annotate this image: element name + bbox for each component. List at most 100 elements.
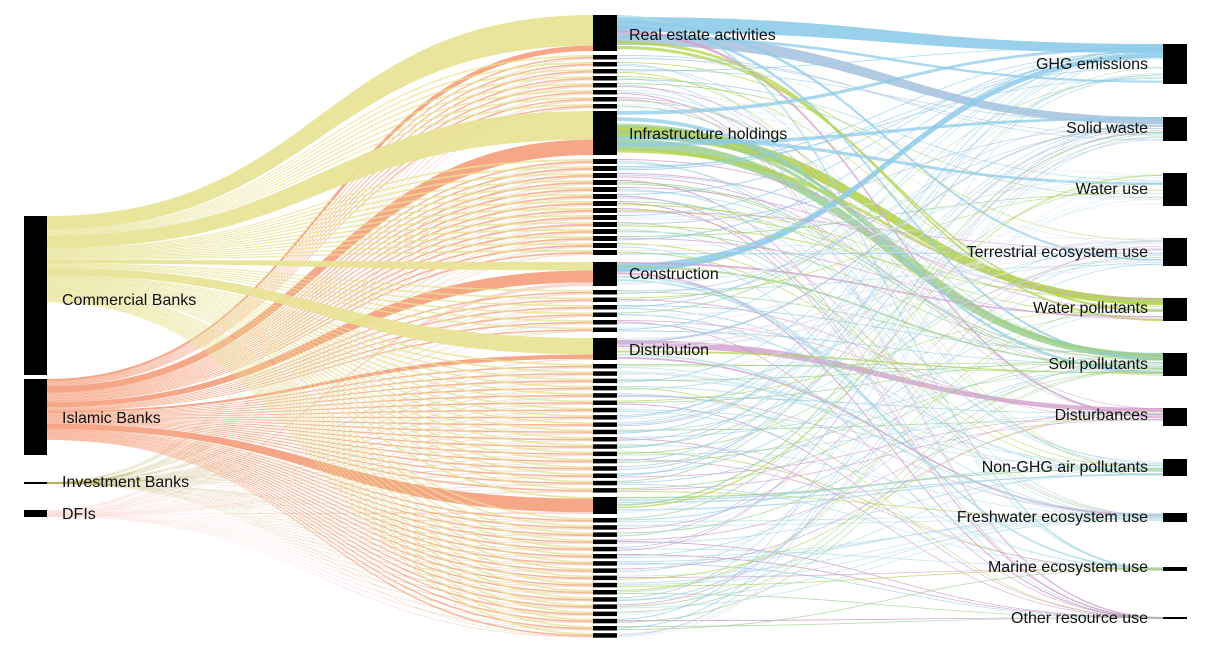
flow-islamic-to-sector-35: [47, 387, 593, 416]
flow-investment-to-sector-56: [47, 483, 593, 558]
flow-sector-46-to-impact-2: [617, 178, 1163, 469]
impact-label-other-resource-use: Other resource use: [1011, 610, 1148, 627]
sector-label-real-estate: Real estate activities: [629, 27, 776, 44]
flow-dfi-to-sector-30: [47, 331, 593, 515]
sector-label-distribution: Distribution: [629, 342, 709, 359]
sector-node-29: [593, 320, 617, 325]
flow-sector-24-to-impact-5: [617, 265, 1163, 368]
flow-sector-33-to-impact-8: [617, 372, 1163, 515]
flow-commercial-to-sector-27: [47, 265, 593, 307]
sector-to-impact-flows: [617, 15, 1163, 638]
flow-islamic-to-sector-44: [47, 420, 593, 455]
flow-islamic-to-sector-5: [47, 84, 593, 385]
flow-sector-32-to-impact-5: [617, 364, 1163, 373]
sector-node-49: [593, 488, 617, 493]
flow-sector-65-to-impact-5: [617, 368, 1163, 623]
flow-islamic-to-sector-15: [47, 195, 593, 397]
flow-islamic-to-sector-41: [47, 418, 593, 433]
flow-sector-0-to-impact-4: [617, 45, 1163, 313]
sector-node-55: [593, 546, 617, 552]
flow-sector-45-to-impact-9: [617, 458, 1163, 570]
flow-sector-59-to-impact-6: [617, 411, 1163, 580]
flow-sector-35-to-impact-7: [617, 385, 1163, 472]
sector-node-major-24: [593, 262, 617, 286]
flow-sector-9-to-impact-5: [617, 123, 1163, 357]
flow-sector-49-to-impact-5: [617, 354, 1163, 489]
flow-commercial-to-sector-24: [47, 259, 593, 271]
flow-islamic-to-sector-32: [47, 365, 593, 414]
flow-investment-to-sector-64: [47, 482, 593, 616]
sector-node-40: [593, 422, 617, 427]
flow-investment-to-sector-37: [47, 403, 593, 484]
flow-islamic-to-sector-34: [47, 380, 593, 415]
flow-islamic-to-sector-8: [47, 105, 593, 387]
flow-sector-15-to-impact-0: [617, 58, 1163, 195]
flow-commercial-to-sector-61: [47, 297, 593, 592]
flow-dfi-to-sector-58: [47, 514, 593, 573]
flow-commercial-to-sector-43: [47, 283, 593, 447]
flow-sector-31-to-impact-3: [617, 240, 1163, 340]
sector-node-62: [593, 597, 617, 602]
flow-dfi-to-sector-40: [47, 425, 593, 517]
flow-sector-3-to-impact-1: [617, 69, 1163, 123]
flow-commercial-to-sector-7: [47, 97, 593, 235]
flow-sector-31-to-impact-8: [617, 353, 1163, 518]
flow-sector-20-to-impact-5: [617, 230, 1163, 360]
flow-commercial-to-sector-47: [47, 286, 593, 476]
flow-sector-32-to-impact-5: [617, 362, 1163, 367]
flow-sector-48-to-impact-9: [617, 483, 1163, 570]
flow-sector-45-to-impact-5: [617, 362, 1163, 463]
flow-commercial-to-sector-22: [47, 243, 593, 259]
sector-node-41: [593, 429, 617, 435]
flow-investment-to-sector-30: [47, 330, 593, 483]
flow-sector-7-to-impact-6: [617, 97, 1163, 417]
flow-sector-24-to-impact-0: [617, 49, 1163, 271]
flow-sector-4-to-impact-4: [617, 76, 1163, 310]
flow-sector-58-to-impact-3: [617, 255, 1163, 573]
flow-sector-12-to-impact-5: [617, 176, 1163, 374]
flow-sector-55-to-impact-1: [617, 130, 1163, 551]
flow-sector-61-to-impact-4: [617, 301, 1163, 591]
sector-node-22: [593, 243, 617, 248]
flow-sector-31-to-impact-8: [617, 356, 1163, 517]
flow-sector-59-to-impact-8: [617, 518, 1163, 577]
flow-sector-17-to-impact-3: [617, 211, 1163, 250]
flow-sector-50-to-impact-7: [617, 474, 1163, 504]
flow-sector-24-to-impact-9: [617, 275, 1163, 570]
flow-sector-41-to-impact-0: [617, 49, 1163, 434]
flow-investment-to-sector-47: [47, 476, 593, 484]
flow-investment-to-sector-26: [47, 300, 593, 484]
flow-sector-57-to-impact-8: [617, 515, 1163, 563]
flow-sector-26-to-impact-1: [617, 117, 1163, 302]
flow-sector-36-to-impact-6: [617, 396, 1163, 415]
flow-sector-30-to-impact-2: [617, 176, 1163, 329]
flow-dfi-to-sector-28: [47, 316, 593, 515]
source-label-commercial-banks: Commercial Banks: [62, 292, 196, 309]
flow-commercial-to-sector-60: [47, 296, 593, 585]
flow-sector-46-to-impact-1: [617, 123, 1163, 471]
flow-sector-42-to-impact-1: [617, 132, 1163, 441]
flow-investment-to-sector-54: [47, 483, 593, 544]
flow-sector-5-to-impact-6: [617, 86, 1163, 410]
flow-major-3: [617, 139, 1163, 360]
flow-sector-40-to-impact-1: [617, 128, 1163, 427]
flow-dfi-to-sector-60: [47, 515, 593, 588]
impact-node-1: [1163, 117, 1187, 141]
flow-sector-57-to-impact-10: [617, 562, 1163, 619]
flow-commercial-to-sector-1: [47, 55, 593, 231]
flow-commercial-to-sector-48: [47, 287, 593, 483]
flow-commercial-to-sector-18: [47, 215, 593, 256]
flow-investment-to-sector-53: [47, 483, 593, 536]
flow-major-2: [617, 126, 1163, 306]
sector-node-4: [593, 76, 617, 81]
flow-sector-55-to-impact-9: [617, 548, 1163, 568]
sector-node-10: [593, 159, 617, 164]
flow-commercial-to-sector-29: [47, 266, 593, 322]
flow-investment-to-sector-29: [47, 323, 593, 483]
flow-islamic-to-sector-20: [47, 230, 593, 401]
flow-sector-54-to-impact-7: [617, 472, 1163, 544]
impact-node-10: [1163, 617, 1187, 619]
flow-sector-38-to-impact-2: [617, 203, 1163, 409]
flow-commercial-to-sector-62: [47, 297, 593, 599]
